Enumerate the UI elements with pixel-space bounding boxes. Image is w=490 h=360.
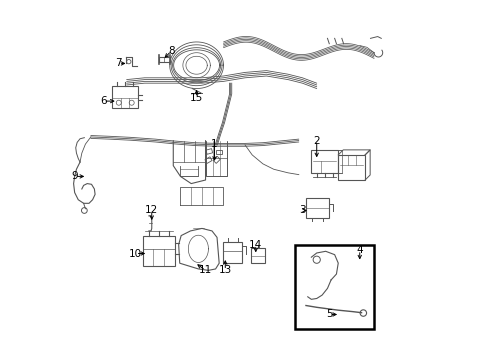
Bar	[205, 157, 212, 163]
Text: 3: 3	[299, 206, 306, 216]
Bar	[311, 149, 338, 173]
Bar	[295, 244, 374, 329]
Text: 12: 12	[145, 206, 158, 216]
Bar	[213, 156, 220, 163]
Text: 7: 7	[116, 58, 122, 68]
Text: 1: 1	[211, 139, 218, 149]
Bar	[112, 86, 138, 108]
Bar	[306, 198, 329, 218]
Text: 14: 14	[249, 239, 262, 249]
Bar	[216, 150, 222, 154]
Text: 4: 4	[356, 245, 363, 255]
Text: 2: 2	[314, 136, 320, 145]
Text: 10: 10	[129, 248, 142, 258]
Bar	[223, 242, 243, 263]
Text: 8: 8	[168, 46, 175, 56]
Text: 6: 6	[100, 96, 107, 106]
Bar	[251, 248, 265, 263]
Text: 15: 15	[190, 93, 203, 103]
Text: 11: 11	[199, 265, 212, 275]
Bar	[143, 235, 175, 266]
Text: 13: 13	[219, 265, 232, 275]
Text: 9: 9	[72, 171, 78, 181]
Bar	[206, 149, 213, 154]
Bar	[338, 155, 365, 180]
Text: 5: 5	[326, 310, 333, 319]
